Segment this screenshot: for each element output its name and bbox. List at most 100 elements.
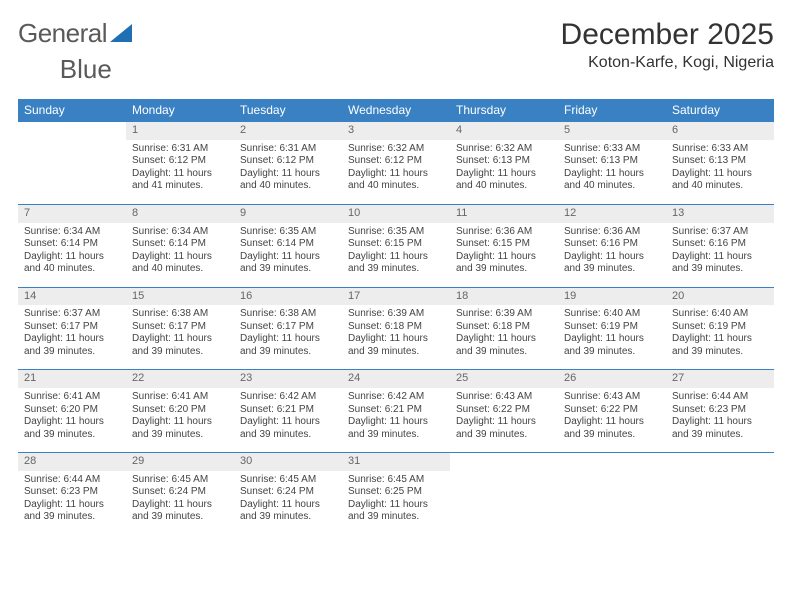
calendar-head: SundayMondayTuesdayWednesdayThursdayFrid… [18,99,774,122]
day-body: Sunrise: 6:42 AMSunset: 6:21 PMDaylight:… [342,388,450,452]
day-body: Sunrise: 6:44 AMSunset: 6:23 PMDaylight:… [666,388,774,452]
calendar-cell: 27Sunrise: 6:44 AMSunset: 6:23 PMDayligh… [666,370,774,453]
calendar-cell: 30Sunrise: 6:45 AMSunset: 6:24 PMDayligh… [234,453,342,535]
day-header: Sunday [18,99,126,122]
day-body: Sunrise: 6:44 AMSunset: 6:23 PMDaylight:… [18,471,126,535]
calendar-cell: 19Sunrise: 6:40 AMSunset: 6:19 PMDayligh… [558,287,666,370]
sunrise-line: Sunrise: 6:35 AM [348,226,444,239]
day-body: Sunrise: 6:31 AMSunset: 6:12 PMDaylight:… [126,140,234,204]
sunset-line: Sunset: 6:14 PM [132,238,228,251]
day-body: Sunrise: 6:45 AMSunset: 6:25 PMDaylight:… [342,471,450,535]
calendar-cell: 2Sunrise: 6:31 AMSunset: 6:12 PMDaylight… [234,122,342,205]
sunrise-line: Sunrise: 6:31 AM [240,143,336,156]
day-body: Sunrise: 6:39 AMSunset: 6:18 PMDaylight:… [450,305,558,369]
day-body: Sunrise: 6:40 AMSunset: 6:19 PMDaylight:… [666,305,774,369]
day-number: 9 [234,205,342,223]
daylight-line: Daylight: 11 hours and 39 minutes. [348,333,444,358]
day-body: Sunrise: 6:34 AMSunset: 6:14 PMDaylight:… [18,223,126,287]
calendar-cell: 24Sunrise: 6:42 AMSunset: 6:21 PMDayligh… [342,370,450,453]
sunrise-line: Sunrise: 6:36 AM [456,226,552,239]
sunset-line: Sunset: 6:20 PM [132,404,228,417]
daylight-line: Daylight: 11 hours and 39 minutes. [240,251,336,276]
day-number: 12 [558,205,666,223]
calendar-cell: 18Sunrise: 6:39 AMSunset: 6:18 PMDayligh… [450,287,558,370]
sunset-line: Sunset: 6:14 PM [240,238,336,251]
calendar-cell: 22Sunrise: 6:41 AMSunset: 6:20 PMDayligh… [126,370,234,453]
day-body: Sunrise: 6:33 AMSunset: 6:13 PMDaylight:… [666,140,774,204]
day-number: 19 [558,288,666,306]
sunset-line: Sunset: 6:15 PM [348,238,444,251]
day-body: Sunrise: 6:41 AMSunset: 6:20 PMDaylight:… [126,388,234,452]
day-body: Sunrise: 6:38 AMSunset: 6:17 PMDaylight:… [234,305,342,369]
sunrise-line: Sunrise: 6:33 AM [564,143,660,156]
daylight-line: Daylight: 11 hours and 39 minutes. [132,333,228,358]
day-body: Sunrise: 6:32 AMSunset: 6:12 PMDaylight:… [342,140,450,204]
daylight-line: Daylight: 11 hours and 40 minutes. [456,168,552,193]
day-number: 3 [342,122,450,140]
day-header: Wednesday [342,99,450,122]
calendar-week: 28Sunrise: 6:44 AMSunset: 6:23 PMDayligh… [18,453,774,535]
day-number: 29 [126,453,234,471]
sunset-line: Sunset: 6:15 PM [456,238,552,251]
sunrise-line: Sunrise: 6:43 AM [564,391,660,404]
day-number: 24 [342,370,450,388]
daylight-line: Daylight: 11 hours and 39 minutes. [348,499,444,524]
day-number: 6 [666,122,774,140]
calendar-cell: 9Sunrise: 6:35 AMSunset: 6:14 PMDaylight… [234,204,342,287]
sunrise-line: Sunrise: 6:37 AM [24,308,120,321]
sunset-line: Sunset: 6:22 PM [564,404,660,417]
calendar-cell: 6Sunrise: 6:33 AMSunset: 6:13 PMDaylight… [666,122,774,205]
daylight-line: Daylight: 11 hours and 40 minutes. [672,168,768,193]
daylight-line: Daylight: 11 hours and 39 minutes. [672,251,768,276]
daylight-line: Daylight: 11 hours and 41 minutes. [132,168,228,193]
sunrise-line: Sunrise: 6:42 AM [240,391,336,404]
sunset-line: Sunset: 6:17 PM [132,321,228,334]
day-number: 17 [342,288,450,306]
day-header: Tuesday [234,99,342,122]
calendar-cell [666,453,774,535]
sunrise-line: Sunrise: 6:34 AM [24,226,120,239]
day-body: Sunrise: 6:43 AMSunset: 6:22 PMDaylight:… [558,388,666,452]
sunset-line: Sunset: 6:12 PM [348,155,444,168]
sunset-line: Sunset: 6:17 PM [240,321,336,334]
sunrise-line: Sunrise: 6:45 AM [348,474,444,487]
sunset-line: Sunset: 6:18 PM [348,321,444,334]
day-header: Thursday [450,99,558,122]
daylight-line: Daylight: 11 hours and 39 minutes. [672,416,768,441]
calendar-cell: 7Sunrise: 6:34 AMSunset: 6:14 PMDaylight… [18,204,126,287]
calendar-body: 1Sunrise: 6:31 AMSunset: 6:12 PMDaylight… [18,122,774,535]
sunset-line: Sunset: 6:19 PM [564,321,660,334]
sunset-line: Sunset: 6:23 PM [672,404,768,417]
sunrise-line: Sunrise: 6:39 AM [348,308,444,321]
day-body: Sunrise: 6:43 AMSunset: 6:22 PMDaylight:… [450,388,558,452]
sunset-line: Sunset: 6:21 PM [348,404,444,417]
sunset-line: Sunset: 6:12 PM [132,155,228,168]
day-number: 26 [558,370,666,388]
sunrise-line: Sunrise: 6:40 AM [564,308,660,321]
sunrise-line: Sunrise: 6:38 AM [132,308,228,321]
day-number: 7 [18,205,126,223]
day-number: 13 [666,205,774,223]
calendar-cell: 15Sunrise: 6:38 AMSunset: 6:17 PMDayligh… [126,287,234,370]
calendar-cell [18,122,126,205]
sunset-line: Sunset: 6:21 PM [240,404,336,417]
sunrise-line: Sunrise: 6:39 AM [456,308,552,321]
sunset-line: Sunset: 6:18 PM [456,321,552,334]
sunset-line: Sunset: 6:23 PM [24,486,120,499]
day-number: 11 [450,205,558,223]
sunrise-line: Sunrise: 6:34 AM [132,226,228,239]
day-body: Sunrise: 6:36 AMSunset: 6:15 PMDaylight:… [450,223,558,287]
calendar-cell: 13Sunrise: 6:37 AMSunset: 6:16 PMDayligh… [666,204,774,287]
calendar-cell: 3Sunrise: 6:32 AMSunset: 6:12 PMDaylight… [342,122,450,205]
sunset-line: Sunset: 6:24 PM [132,486,228,499]
location-subtitle: Koton-Karfe, Kogi, Nigeria [561,54,774,72]
daylight-line: Daylight: 11 hours and 39 minutes. [348,251,444,276]
sunrise-line: Sunrise: 6:36 AM [564,226,660,239]
sunrise-line: Sunrise: 6:44 AM [672,391,768,404]
sunset-line: Sunset: 6:25 PM [348,486,444,499]
sunset-line: Sunset: 6:17 PM [24,321,120,334]
daylight-line: Daylight: 11 hours and 39 minutes. [24,499,120,524]
day-number: 16 [234,288,342,306]
calendar-week: 14Sunrise: 6:37 AMSunset: 6:17 PMDayligh… [18,287,774,370]
calendar-cell: 12Sunrise: 6:36 AMSunset: 6:16 PMDayligh… [558,204,666,287]
